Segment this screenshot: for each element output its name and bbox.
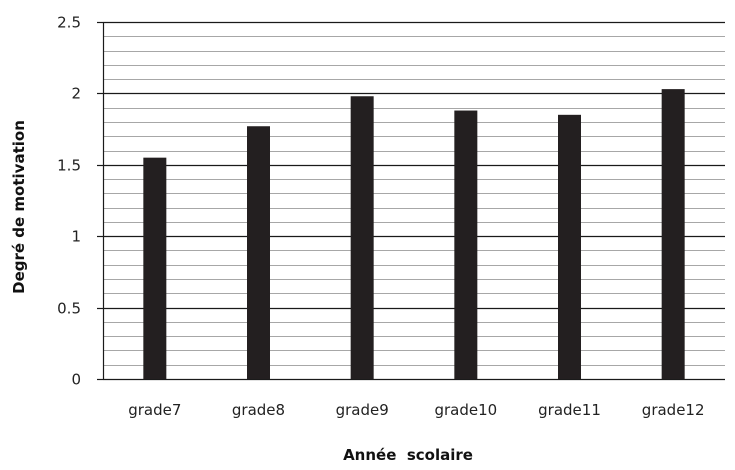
y-tick-label: 0.5: [57, 300, 81, 318]
y-tick-labels: 0 0.5 1 1.5 2 2.5: [57, 14, 81, 389]
gridlines: [103, 21, 725, 366]
bar-grade12: [661, 89, 685, 379]
bar-grade8: [247, 126, 270, 379]
y-tick-label: 2: [71, 85, 81, 103]
y-tick-label: 1.5: [57, 157, 81, 175]
x-tick-label: grade11: [538, 401, 601, 419]
bar-grade9: [350, 96, 374, 380]
bars: [143, 89, 685, 380]
y-tick-label: 1: [71, 228, 81, 246]
x-tick-label: grade7: [128, 401, 181, 419]
bar-grade11: [558, 114, 581, 379]
y-axis-title: Degré de motivation: [10, 120, 28, 294]
y-tick-label: 2.5: [57, 14, 81, 32]
axes: [97, 21, 725, 381]
bar-grade7: [143, 157, 167, 379]
bar-grade10: [454, 110, 478, 379]
x-axis-title: Année scolaire: [343, 446, 473, 464]
x-tick-label: grade9: [336, 401, 389, 419]
x-tick-label: grade12: [642, 401, 705, 419]
y-tick-label: 0: [71, 371, 81, 389]
x-tick-label: grade10: [434, 401, 497, 419]
x-tick-labels: grade7 grade8 grade9 grade10 grade11 grade12: [128, 401, 704, 419]
x-tick-label: grade8: [232, 401, 285, 419]
